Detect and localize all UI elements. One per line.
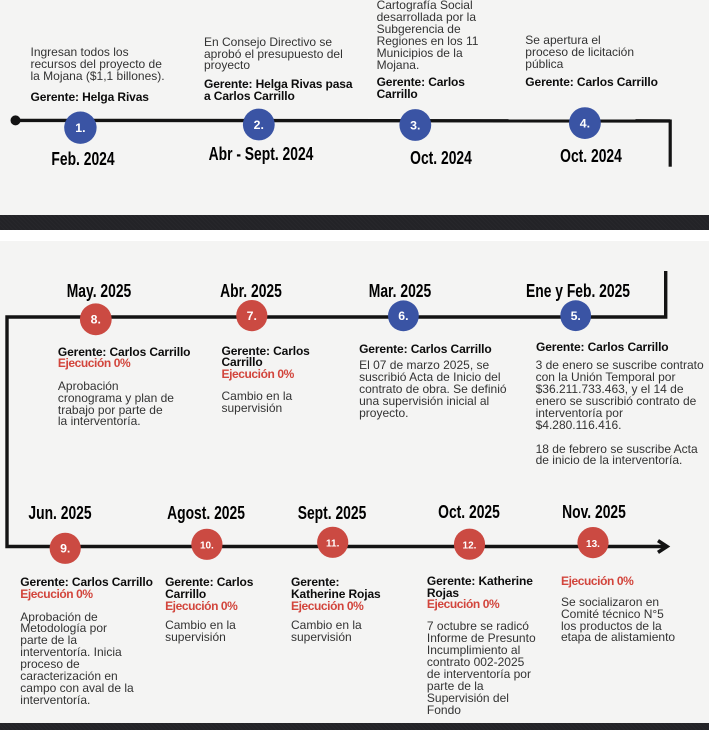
svg-text:10.: 10. [200,541,214,552]
svg-text:8.: 8. [91,313,101,327]
svg-text:12.: 12. [463,541,477,552]
svg-text:4.: 4. [580,116,590,130]
svg-text:13.: 13. [586,539,600,550]
svg-text:3.: 3. [410,118,420,132]
svg-text:5.: 5. [571,309,581,323]
svg-text:2.: 2. [254,118,264,132]
svg-text:11.: 11. [326,539,340,550]
svg-text:1.: 1. [75,121,85,135]
svg-text:6.: 6. [398,309,408,323]
svg-text:9.: 9. [60,542,70,556]
svg-text:7.: 7. [247,309,257,323]
